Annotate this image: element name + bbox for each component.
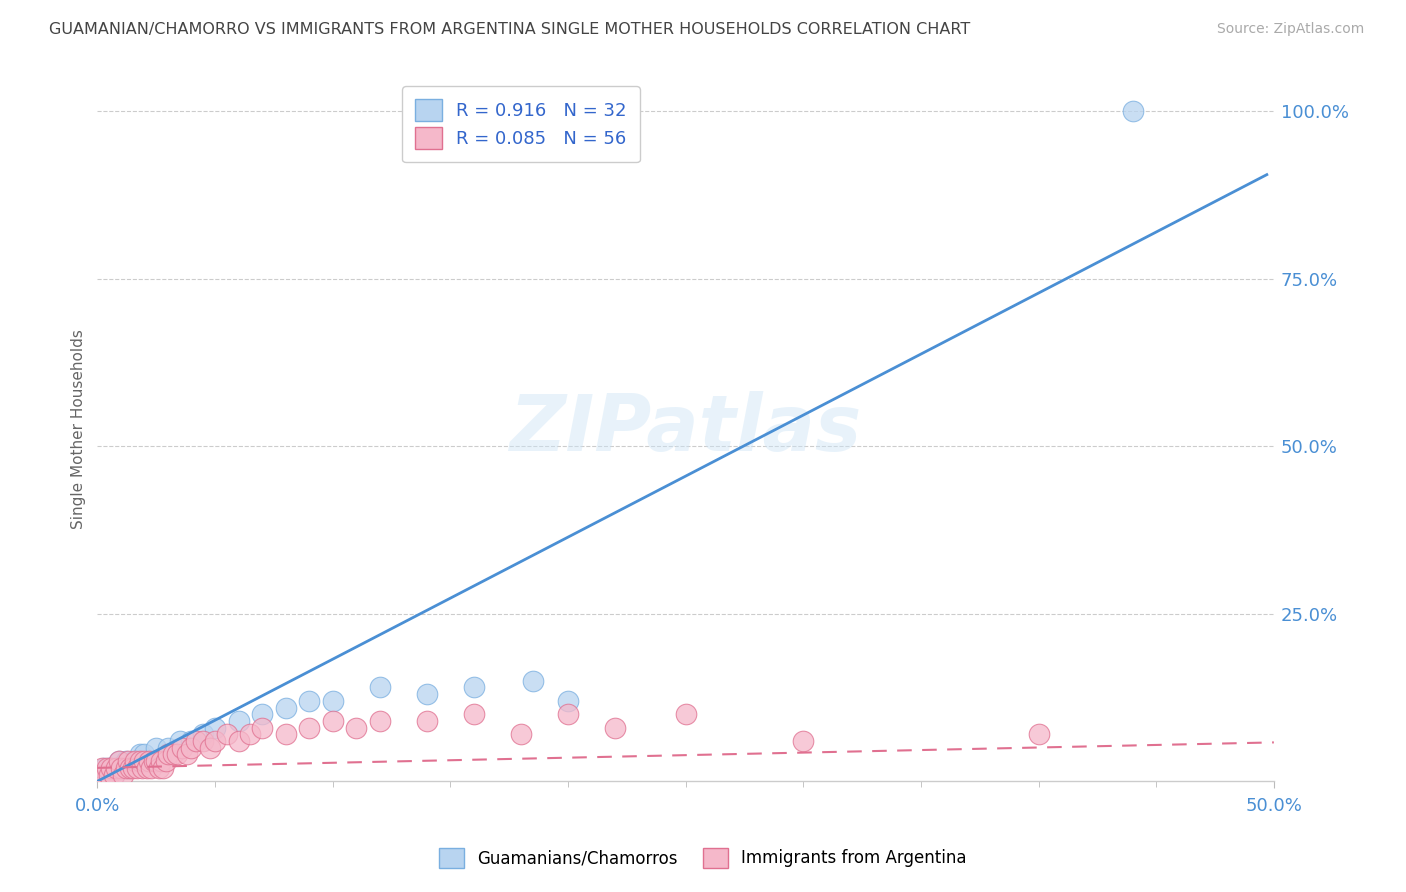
Point: [120, 761, 142, 775]
Point: [228, 734, 250, 748]
Point: [298, 721, 321, 735]
Point: [344, 721, 367, 735]
Point: [228, 714, 250, 728]
Point: [274, 700, 297, 714]
Point: [93, 767, 115, 781]
Point: [416, 687, 439, 701]
Point: [107, 754, 129, 768]
Point: [200, 740, 222, 755]
Point: [557, 707, 579, 722]
Point: [128, 754, 150, 768]
Point: [134, 754, 156, 768]
Point: [127, 761, 149, 775]
Point: [250, 721, 273, 735]
Point: [135, 761, 157, 775]
Point: [193, 727, 215, 741]
Point: [91, 767, 114, 781]
Point: [117, 761, 139, 775]
Point: [557, 694, 579, 708]
Point: [117, 754, 139, 768]
Point: [145, 754, 167, 768]
Point: [141, 761, 163, 775]
Point: [112, 767, 135, 781]
Point: [96, 761, 118, 775]
Point: [156, 747, 179, 762]
Point: [463, 707, 485, 722]
Point: [162, 747, 184, 762]
Point: [180, 740, 202, 755]
Point: [603, 721, 626, 735]
Point: [100, 761, 122, 775]
Point: [509, 727, 531, 741]
Point: [322, 714, 344, 728]
Point: [149, 754, 172, 768]
Point: [114, 761, 136, 775]
Point: [89, 767, 111, 781]
Point: [463, 681, 485, 695]
Point: [169, 734, 191, 748]
Point: [134, 747, 156, 762]
Point: [792, 734, 814, 748]
Point: [186, 734, 208, 748]
Point: [124, 754, 146, 768]
Point: [145, 740, 167, 755]
Point: [107, 754, 129, 768]
Y-axis label: Single Mother Households: Single Mother Households: [72, 329, 86, 529]
Point: [239, 727, 262, 741]
Point: [166, 747, 188, 762]
Point: [155, 754, 177, 768]
Point: [1028, 727, 1050, 741]
Point: [152, 761, 174, 775]
Point: [89, 767, 111, 781]
Point: [105, 761, 128, 775]
Point: [675, 707, 697, 722]
Point: [416, 714, 439, 728]
Point: [110, 761, 132, 775]
Point: [156, 740, 179, 755]
Text: ZIPatlas: ZIPatlas: [509, 392, 862, 467]
Point: [91, 761, 114, 775]
Point: [103, 767, 125, 781]
Point: [138, 754, 160, 768]
Point: [215, 727, 238, 741]
Point: [180, 734, 202, 748]
Point: [98, 761, 121, 775]
Point: [96, 767, 118, 781]
Point: [522, 673, 544, 688]
Point: [250, 707, 273, 722]
Point: [131, 761, 153, 775]
Point: [148, 761, 170, 775]
Text: GUAMANIAN/CHAMORRO VS IMMIGRANTS FROM ARGENTINA SINGLE MOTHER HOUSEHOLDS CORRELA: GUAMANIAN/CHAMORRO VS IMMIGRANTS FROM AR…: [49, 22, 970, 37]
Point: [193, 734, 215, 748]
Point: [170, 740, 193, 755]
Point: [274, 727, 297, 741]
Point: [368, 681, 391, 695]
Point: [121, 761, 143, 775]
Point: [322, 694, 344, 708]
Legend: Guamanians/Chamorros, Immigrants from Argentina: Guamanians/Chamorros, Immigrants from Ar…: [433, 841, 973, 875]
Point: [121, 754, 143, 768]
Point: [98, 767, 121, 781]
Point: [105, 761, 128, 775]
Point: [204, 734, 226, 748]
Point: [1122, 103, 1144, 118]
Text: Source: ZipAtlas.com: Source: ZipAtlas.com: [1216, 22, 1364, 37]
Point: [142, 754, 165, 768]
Point: [110, 761, 132, 775]
Point: [298, 694, 321, 708]
Point: [103, 767, 125, 781]
Point: [368, 714, 391, 728]
Point: [176, 747, 198, 762]
Point: [114, 754, 136, 768]
Point: [100, 761, 122, 775]
Point: [93, 761, 115, 775]
Point: [204, 721, 226, 735]
Point: [128, 747, 150, 762]
Legend: R = 0.916   N = 32, R = 0.085   N = 56: R = 0.916 N = 32, R = 0.085 N = 56: [402, 87, 640, 162]
